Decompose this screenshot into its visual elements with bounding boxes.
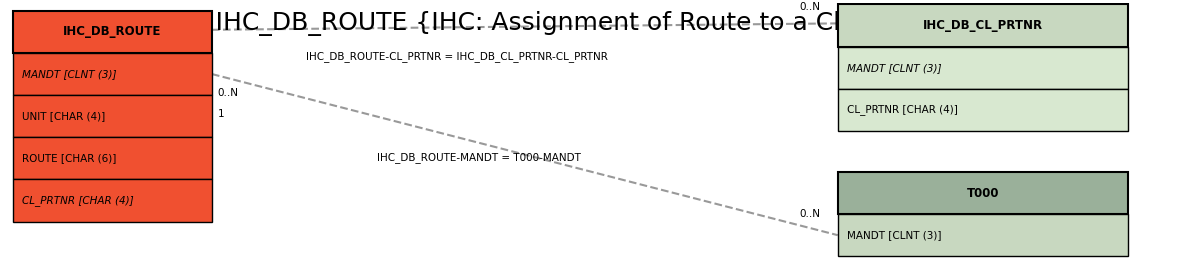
Text: IHC_DB_ROUTE: IHC_DB_ROUTE [64, 25, 161, 38]
Text: UNIT [CHAR (4)]: UNIT [CHAR (4)] [22, 111, 106, 121]
Text: T000: T000 [967, 186, 999, 199]
FancyBboxPatch shape [13, 179, 211, 222]
FancyBboxPatch shape [13, 11, 211, 53]
Text: 0..N: 0..N [800, 209, 820, 219]
FancyBboxPatch shape [838, 4, 1128, 47]
Text: 0..N: 0..N [800, 2, 820, 12]
Text: IHC_DB_ROUTE-CL_PRTNR = IHC_DB_CL_PRTNR-CL_PRTNR: IHC_DB_ROUTE-CL_PRTNR = IHC_DB_CL_PRTNR-… [305, 51, 608, 62]
Text: SAP ABAP table IHC_DB_ROUTE {IHC: Assignment of Route to a Clearing Unit}: SAP ABAP table IHC_DB_ROUTE {IHC: Assign… [13, 11, 994, 36]
FancyBboxPatch shape [838, 214, 1128, 256]
FancyBboxPatch shape [838, 47, 1128, 89]
Text: CL_PRTNR [CHAR (4)]: CL_PRTNR [CHAR (4)] [847, 104, 957, 115]
Text: 0..N: 0..N [217, 88, 239, 98]
Text: MANDT [CLNT (3)]: MANDT [CLNT (3)] [847, 230, 942, 240]
FancyBboxPatch shape [838, 172, 1128, 214]
Text: IHC_DB_CL_PRTNR: IHC_DB_CL_PRTNR [922, 19, 1042, 32]
FancyBboxPatch shape [838, 89, 1128, 131]
FancyBboxPatch shape [13, 95, 211, 137]
Text: CL_PRTNR [CHAR (4)]: CL_PRTNR [CHAR (4)] [22, 195, 133, 206]
FancyBboxPatch shape [13, 53, 211, 95]
FancyBboxPatch shape [13, 137, 211, 179]
Text: ROUTE [CHAR (6)]: ROUTE [CHAR (6)] [22, 153, 116, 163]
Text: 1: 1 [217, 109, 225, 119]
Text: IHC_DB_ROUTE-MANDT = T000-MANDT: IHC_DB_ROUTE-MANDT = T000-MANDT [377, 152, 581, 163]
Text: MANDT [CLNT (3)]: MANDT [CLNT (3)] [22, 69, 116, 79]
Text: MANDT [CLNT (3)]: MANDT [CLNT (3)] [847, 63, 942, 73]
